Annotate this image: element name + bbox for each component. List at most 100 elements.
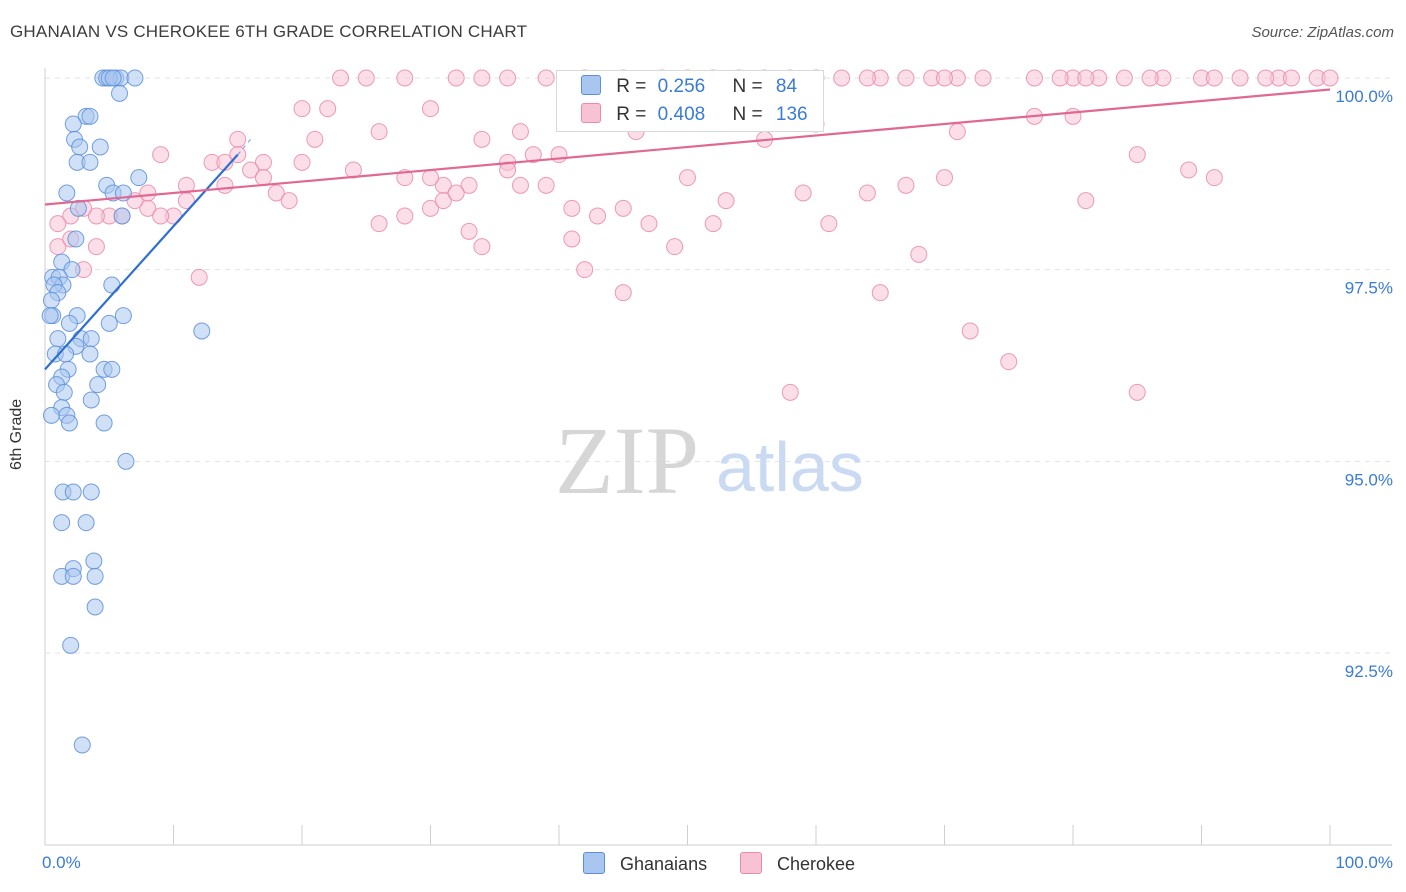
ghanaians-point-23 (67, 230, 85, 248)
cherokee-point-95 (614, 284, 632, 302)
ghanaians-point-9 (81, 107, 99, 125)
ghanaians-point-69 (64, 567, 82, 585)
cherokee-point-110 (1000, 353, 1018, 371)
y-tick-label-1: 97.5% (1345, 279, 1393, 298)
legend-row-ghanaians: R = 0.256 N = 84 (581, 75, 797, 98)
cherokee-point-84 (447, 184, 465, 202)
cherokee-point-109 (961, 322, 979, 340)
ghanaians-point-7 (111, 84, 129, 102)
ghanaians-point-13 (91, 138, 109, 156)
y-tick-label-0: 100.0% (1335, 87, 1393, 106)
ghanaians-point-63 (82, 483, 100, 501)
ghanaians-r-value: 0.256 (657, 76, 706, 97)
cherokee-point-2 (396, 69, 414, 87)
chart-title: GHANAIAN VS CHEROKEE 6TH GRADE CORRELATI… (10, 22, 528, 41)
ghanaians-points (41, 69, 211, 754)
cherokee-point-0 (332, 69, 350, 87)
ghanaians-r-label: R = (616, 76, 647, 97)
cherokee-n-label: N = (732, 104, 763, 125)
y-tick-label-3: 92.5% (1345, 662, 1393, 681)
ghanaians-point-65 (53, 514, 71, 532)
ghanaians-point-38 (100, 314, 118, 332)
cherokee-point-28 (1231, 69, 1249, 87)
cherokee-point-65 (267, 184, 285, 202)
ghanaians-point-52 (89, 376, 107, 394)
cherokee-point-124 (152, 207, 170, 225)
ghanaians-point-37 (60, 314, 78, 332)
trend-lines (44, 88, 1331, 371)
ghanaians-legend-swatch (583, 852, 605, 874)
watermark-zip: ZIP (555, 407, 699, 514)
cherokee-point-32 (858, 69, 876, 87)
axes (44, 68, 1392, 846)
cherokee-point-51 (473, 130, 491, 148)
cherokee-point-54 (524, 146, 542, 164)
cherokee-point-88 (511, 176, 529, 194)
cherokee-point-34 (1051, 69, 1069, 87)
cherokee-point-83 (434, 192, 452, 210)
ghanaians-legend-label: Ghanaians (620, 854, 708, 874)
cherokee-point-90 (563, 199, 581, 217)
cherokee-point-48 (370, 123, 388, 141)
ghanaians-point-59 (95, 414, 113, 432)
legend-item-ghanaians: Ghanaians (583, 852, 707, 875)
cherokee-point-80 (370, 215, 388, 233)
cherokee-point-40 (293, 100, 311, 118)
cherokee-point-94 (614, 199, 632, 217)
ghanaians-point-39 (193, 322, 211, 340)
ghanaians-point-21 (69, 199, 87, 217)
ghanaians-point-62 (64, 483, 82, 501)
cherokee-point-74 (49, 215, 67, 233)
cherokee-point-5 (499, 69, 517, 87)
ghanaians-point-12 (71, 138, 89, 156)
cherokee-n-value: 136 (775, 104, 808, 125)
ghanaians-point-42 (49, 330, 67, 348)
cherokee-point-55 (550, 146, 568, 164)
cherokee-point-50 (460, 176, 478, 194)
ghanaians-n-label: N = (732, 76, 763, 97)
legend-item-cherokee: Cherokee (740, 852, 855, 875)
cherokee-legend-label: Cherokee (777, 854, 856, 874)
cherokee-point-89 (537, 176, 555, 194)
cherokee-point-86 (473, 238, 491, 256)
ghanaians-swatch (581, 75, 601, 95)
cherokee-point-108 (948, 123, 966, 141)
ghanaians-point-41 (82, 330, 100, 348)
ghanaians-point-20 (130, 169, 148, 187)
cherokee-trend-line (44, 88, 1331, 206)
ghanaians-point-58 (60, 414, 78, 432)
cherokee-point-66 (280, 192, 298, 210)
x-tick-label-1: 100.0% (1335, 853, 1393, 872)
source-credit: Source: ZipAtlas.com (1251, 24, 1394, 41)
cherokee-swatch (581, 103, 601, 123)
cherokee-point-22 (1025, 69, 1043, 87)
cherokee-point-121 (1128, 383, 1146, 401)
ghanaians-point-16 (58, 184, 76, 202)
cherokee-point-58 (152, 146, 170, 164)
ghanaians-point-15 (81, 153, 99, 171)
cherokee-point-99 (704, 215, 722, 233)
x-tick-label-0: 0.0% (42, 853, 81, 872)
ghanaians-point-10 (64, 115, 82, 133)
watermark-atlas: atlas (716, 428, 864, 506)
ghanaians-point-70 (86, 567, 104, 585)
cherokee-point-125 (139, 184, 157, 202)
cherokee-point-41 (319, 100, 337, 118)
cherokee-point-36 (1141, 69, 1159, 87)
cherokee-point-96 (640, 215, 658, 233)
cherokee-point-42 (422, 100, 439, 118)
cherokee-point-104 (858, 184, 876, 202)
ghanaians-point-36 (114, 307, 132, 325)
ghanaians-point-54 (82, 391, 100, 409)
cherokee-point-116 (1205, 169, 1223, 187)
cherokee-point-25 (1115, 69, 1133, 87)
cherokee-point-102 (794, 184, 812, 202)
ghanaians-point-46 (81, 345, 99, 363)
cherokee-point-126 (216, 176, 234, 194)
y-tick-label-2: 95.0% (1345, 470, 1393, 489)
cherokee-point-21 (974, 69, 992, 87)
ghanaians-point-31 (42, 291, 60, 309)
cherokee-r-label: R = (616, 104, 647, 125)
tick-labels: 100.0% 97.5% 95.0% 92.5% 0.0% 100.0% (42, 87, 1393, 872)
